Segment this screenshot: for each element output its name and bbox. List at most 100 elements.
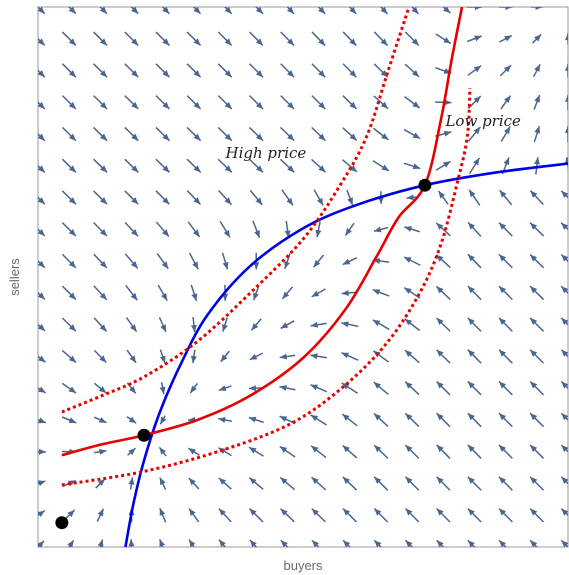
field-arrow bbox=[498, 539, 507, 547]
equilibrium-points bbox=[55, 178, 432, 530]
field-arrow bbox=[38, 101, 46, 110]
field-arrow bbox=[467, 285, 482, 301]
field-arrow bbox=[217, 158, 233, 173]
field-arrow bbox=[403, 162, 421, 170]
field-arrow bbox=[341, 351, 359, 361]
field-arrow bbox=[186, 95, 202, 110]
field-arrow bbox=[404, 381, 420, 396]
field-arrow bbox=[529, 412, 545, 428]
field-arrow bbox=[529, 349, 545, 364]
field-arrow bbox=[93, 95, 108, 110]
field-arrow bbox=[341, 321, 359, 328]
field-arrow bbox=[467, 476, 482, 491]
field-arrow bbox=[500, 126, 511, 142]
field-arrow bbox=[435, 160, 451, 171]
field-arrow bbox=[220, 350, 230, 363]
field-arrow bbox=[498, 222, 513, 237]
field-arrow bbox=[248, 95, 264, 110]
field-arrow bbox=[188, 477, 200, 490]
field-arrow bbox=[280, 126, 295, 142]
field-arrow bbox=[38, 386, 47, 394]
field-arrow bbox=[155, 158, 171, 173]
field-arrow bbox=[498, 412, 513, 428]
field-arrow bbox=[560, 317, 568, 326]
field-arrow bbox=[124, 190, 139, 205]
field-arrow bbox=[124, 63, 139, 78]
field-arrow bbox=[279, 158, 295, 173]
field-arrow bbox=[92, 158, 108, 173]
field-arrow bbox=[280, 320, 295, 330]
field-arrow bbox=[217, 63, 233, 78]
field-arrow bbox=[373, 31, 389, 47]
field-arrow bbox=[186, 126, 202, 142]
field-arrow bbox=[280, 63, 295, 78]
field-arrow bbox=[252, 220, 261, 239]
field-arrow bbox=[311, 63, 326, 78]
field-arrow bbox=[128, 539, 135, 547]
field-arrow bbox=[373, 127, 389, 141]
field-arrow bbox=[560, 539, 568, 547]
field-arrow bbox=[404, 95, 421, 109]
field-arrow bbox=[124, 31, 139, 46]
field-arrow bbox=[155, 63, 170, 78]
field-arrow bbox=[93, 63, 108, 78]
field-arrow bbox=[61, 253, 77, 269]
field-arrow bbox=[61, 222, 77, 237]
field-arrow bbox=[280, 95, 295, 110]
field-arrow bbox=[342, 63, 357, 78]
field-arrow bbox=[188, 539, 196, 547]
field-arrow bbox=[531, 7, 543, 10]
field-arrow bbox=[442, 7, 451, 14]
field-arrow bbox=[61, 31, 77, 46]
field-arrow bbox=[93, 31, 108, 46]
field-arrow bbox=[529, 444, 545, 459]
field-arrow bbox=[130, 7, 139, 15]
field-arrow bbox=[61, 158, 77, 173]
field-arrow bbox=[255, 7, 264, 15]
field-arrow bbox=[404, 31, 420, 47]
field-arrow bbox=[467, 253, 482, 269]
field-arrow bbox=[373, 444, 389, 459]
field-arrow bbox=[249, 352, 264, 361]
field-arrow bbox=[280, 31, 295, 47]
field-arrow bbox=[529, 476, 545, 491]
field-arrow bbox=[248, 416, 264, 424]
field-arrow bbox=[342, 31, 357, 47]
field-arrow bbox=[156, 252, 169, 270]
field-arrow bbox=[190, 284, 198, 302]
field-arrow bbox=[281, 286, 294, 300]
field-arrow bbox=[93, 317, 108, 333]
field-arrow bbox=[248, 126, 264, 142]
field-arrow bbox=[279, 445, 296, 458]
field-arrow bbox=[373, 507, 389, 523]
field-arrow bbox=[248, 477, 264, 490]
field-arrow bbox=[311, 508, 326, 523]
field-arrow bbox=[93, 190, 108, 205]
annotation-1: High price bbox=[225, 144, 307, 162]
field-arrow bbox=[498, 507, 513, 523]
field-arrow bbox=[159, 508, 167, 523]
field-arrow bbox=[249, 63, 264, 78]
field-arrow bbox=[529, 222, 545, 237]
field-arrow bbox=[157, 284, 168, 301]
field-arrow bbox=[467, 444, 482, 459]
field-arrow bbox=[311, 476, 327, 491]
equilibrium-point-2 bbox=[137, 428, 151, 442]
field-arrow bbox=[93, 285, 108, 301]
field-arrow bbox=[499, 189, 513, 206]
equilibrium-point-3 bbox=[418, 178, 432, 192]
field-arrow bbox=[61, 285, 77, 301]
field-arrow bbox=[38, 260, 46, 269]
field-arrow bbox=[186, 31, 202, 47]
field-arrow bbox=[435, 317, 451, 332]
field-arrow bbox=[159, 477, 167, 490]
field-arrow bbox=[311, 95, 326, 110]
field-arrow bbox=[187, 447, 200, 456]
field-arrow bbox=[435, 33, 452, 45]
field-arrow bbox=[560, 285, 568, 294]
field-arrow bbox=[186, 158, 202, 173]
field-arrow bbox=[38, 7, 46, 15]
field-arrow bbox=[222, 317, 228, 332]
field-arrow bbox=[529, 190, 544, 206]
